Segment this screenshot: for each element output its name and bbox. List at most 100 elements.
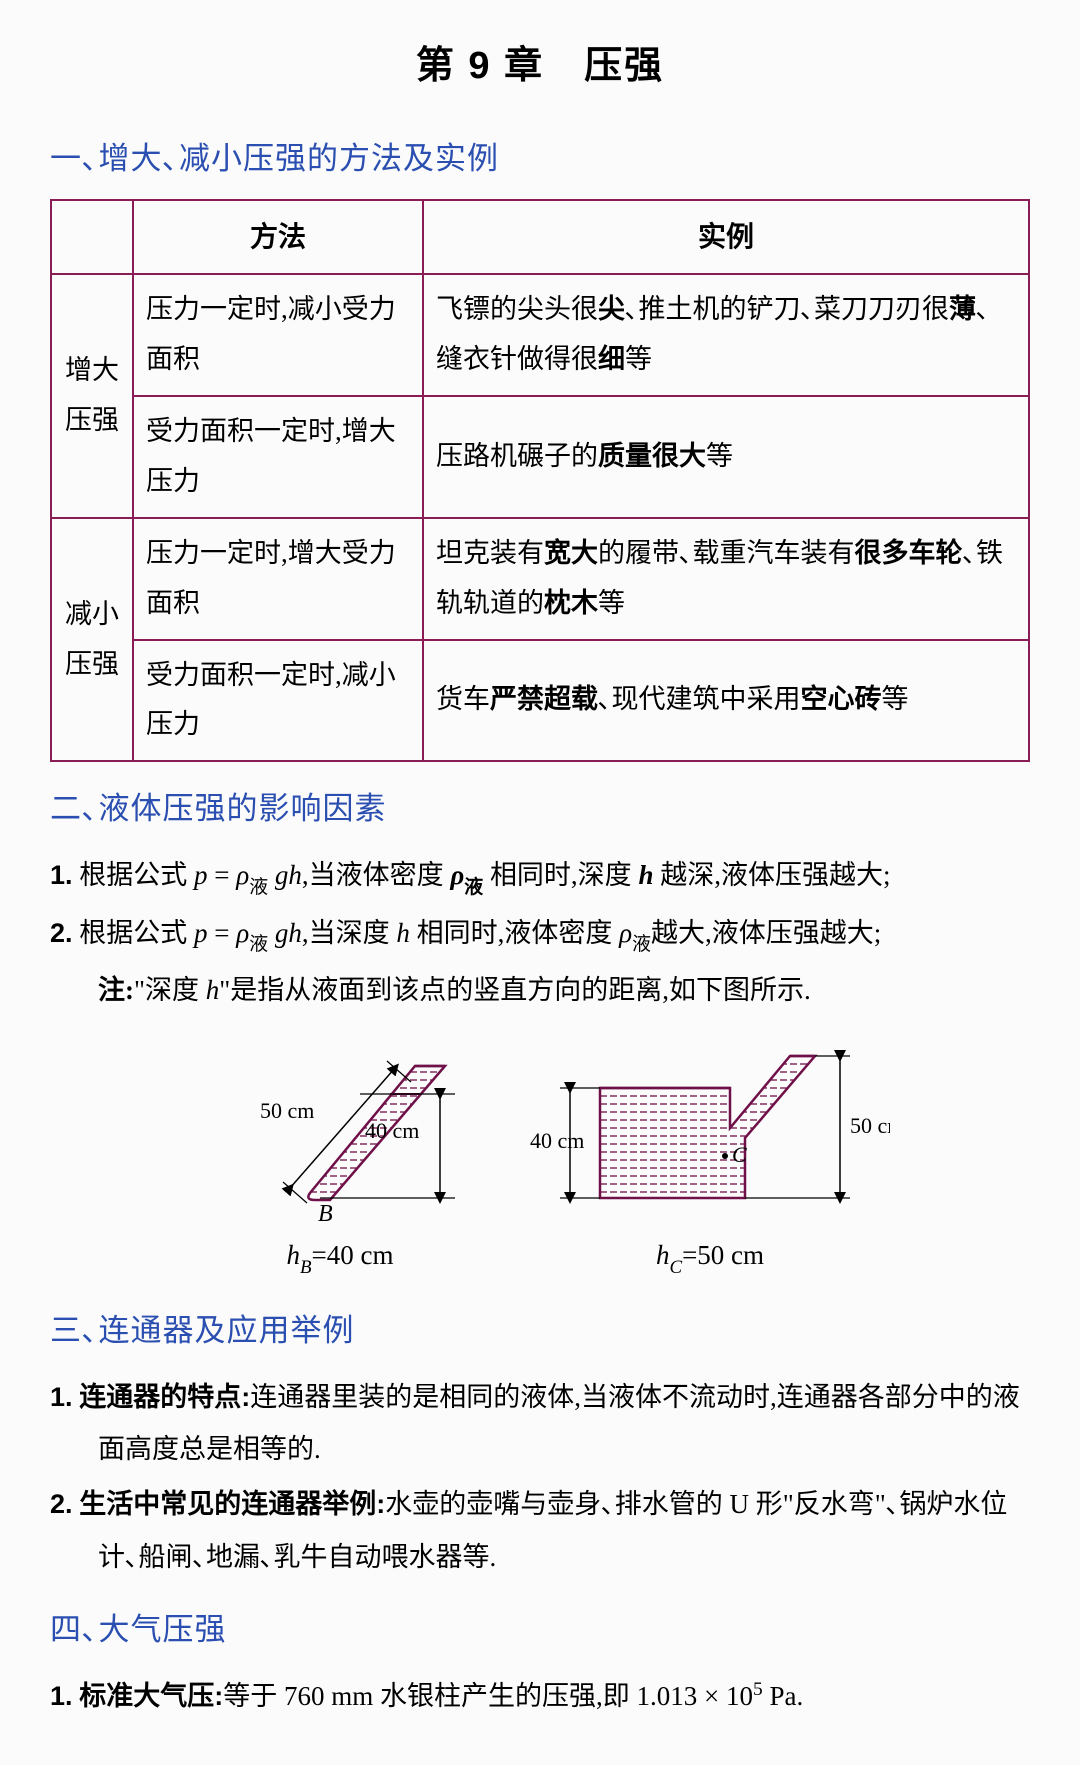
method-cell: 压力一定时,减小受力面积 bbox=[133, 274, 423, 396]
section-2-heading: 二､液体压强的影响因素 bbox=[50, 780, 1030, 839]
item-lead: 生活中常见的连通器举例: bbox=[79, 1489, 385, 1519]
section-3-item-2: 2. 生活中常见的连通器举例:水壶的壶嘴与壶身､排水管的 U 形"反水弯"､锅炉… bbox=[50, 1478, 1030, 1583]
item-number: 2. bbox=[50, 1489, 73, 1519]
figure-row: 50 cm 40 cm B hB=40 cm C bbox=[50, 1028, 1030, 1283]
figure-b: 50 cm 40 cm B hB=40 cm bbox=[190, 1028, 490, 1283]
var-g: g bbox=[275, 918, 289, 948]
text: 相同时,液体密度 bbox=[410, 918, 619, 948]
bold-text: 细 bbox=[598, 344, 625, 374]
bold-text: 很多车轮 bbox=[855, 538, 963, 568]
figure-b-svg: 50 cm 40 cm B bbox=[190, 1028, 490, 1228]
example-cell: 压路机碾子的质量很大等 bbox=[423, 396, 1029, 518]
example-cell: 飞镖的尖头很尖､推土机的铲刀､菜刀刀刃很薄､缝衣针做得很细等 bbox=[423, 274, 1029, 396]
eq: = bbox=[208, 860, 237, 890]
bold-text: 尖 bbox=[598, 294, 625, 324]
item-number: 1. bbox=[50, 1681, 73, 1711]
table-row: 减小压强 压力一定时,增大受力面积 坦克装有宽大的履带､载重汽车装有很多车轮､铁… bbox=[51, 518, 1029, 640]
text: 根据公式 bbox=[79, 918, 194, 948]
bold-text: 枕木 bbox=[544, 588, 598, 618]
svg-text:40 cm: 40 cm bbox=[365, 1118, 419, 1143]
section-1-heading: 一､增大､减小压强的方法及实例 bbox=[50, 130, 1030, 189]
text: 越深,液体压强越大; bbox=[653, 860, 890, 890]
section-3-heading: 三､连通器及应用举例 bbox=[50, 1302, 1030, 1361]
table-row: 受力面积一定时,增大压力 压路机碾子的质量很大等 bbox=[51, 396, 1029, 518]
text: 货车 bbox=[436, 684, 490, 714]
section-2-item-2: 2. 根据公式 p = ρ液 gh,当深度 h 相同时,液体密度 ρ液越大,液体… bbox=[50, 907, 1030, 962]
var-p: p bbox=[194, 918, 208, 948]
section-3-item-1: 1. 连通器的特点:连通器里装的是相同的液体,当液体不流动时,连通器各部分中的液… bbox=[50, 1371, 1030, 1476]
text: ,当深度 bbox=[302, 918, 397, 948]
table-row: 受力面积一定时,减小压力 货车严禁超载､现代建筑中采用空心砖等 bbox=[51, 640, 1029, 762]
example-cell: 货车严禁超载､现代建筑中采用空心砖等 bbox=[423, 640, 1029, 762]
header-blank bbox=[51, 200, 133, 274]
text: 相同时,深度 bbox=[483, 860, 638, 890]
sub-liq: 液 bbox=[632, 934, 651, 955]
methods-table: 方法 实例 增大压强 压力一定时,减小受力面积 飞镖的尖头很尖､推土机的铲刀､菜… bbox=[50, 199, 1030, 762]
bold-text: 质量很大 bbox=[598, 441, 706, 471]
method-cell: 受力面积一定时,减小压力 bbox=[133, 640, 423, 762]
text: 根据公式 bbox=[79, 860, 194, 890]
table-header-row: 方法 实例 bbox=[51, 200, 1029, 274]
text: 的履带､载重汽车装有 bbox=[598, 538, 855, 568]
method-cell: 压力一定时,增大受力面积 bbox=[133, 518, 423, 640]
chapter-title: 第 9 章 压强 bbox=[50, 30, 1030, 102]
text: ､推土机的铲刀､菜刀刀刃很 bbox=[625, 294, 949, 324]
bold-text: 薄 bbox=[949, 294, 976, 324]
var-rho: ρ bbox=[236, 918, 249, 948]
bold-text: 宽大 bbox=[544, 538, 598, 568]
var-h: h bbox=[288, 918, 302, 948]
text: 等 bbox=[598, 588, 625, 618]
header-method: 方法 bbox=[133, 200, 423, 274]
item-lead: 连通器的特点: bbox=[79, 1382, 250, 1412]
superscript: 5 bbox=[753, 1679, 763, 1700]
header-example: 实例 bbox=[423, 200, 1029, 274]
section-2-note: 注:"深度 h"是指从液面到该点的竖直方向的距离,如下图所示. bbox=[50, 964, 1030, 1017]
method-cell: 受力面积一定时,增大压力 bbox=[133, 396, 423, 518]
svg-text:40 cm: 40 cm bbox=[530, 1128, 584, 1153]
svg-text:50 cm: 50 cm bbox=[850, 1113, 890, 1138]
section-2-item-1: 1. 根据公式 p = ρ液 gh,当液体密度 ρ液 相同时,深度 h 越深,液… bbox=[50, 849, 1030, 904]
section-4-heading: 四､大气压强 bbox=[50, 1601, 1030, 1660]
var-h: h bbox=[396, 918, 410, 948]
sub-liq: 液 bbox=[249, 877, 268, 898]
text: Pa. bbox=[763, 1681, 804, 1711]
row-label-increase: 增大压强 bbox=[51, 274, 133, 518]
var-h-bold: h bbox=[638, 860, 653, 890]
row-label-decrease: 减小压强 bbox=[51, 518, 133, 762]
text: 坦克装有 bbox=[436, 538, 544, 568]
item-number: 1. bbox=[50, 1382, 73, 1412]
figure-b-caption: hB=40 cm bbox=[190, 1230, 490, 1283]
table-row: 增大压强 压力一定时,减小受力面积 飞镖的尖头很尖､推土机的铲刀､菜刀刀刃很薄､… bbox=[51, 274, 1029, 396]
text: 等于 760 mm 水银柱产生的压强,即 1.013 × 10 bbox=[223, 1681, 753, 1711]
text: ､现代建筑中采用 bbox=[598, 684, 801, 714]
figure-c-svg: C 40 cm 50 cm bbox=[530, 1028, 890, 1228]
eq: = bbox=[208, 918, 237, 948]
svg-text:C: C bbox=[732, 1142, 747, 1167]
var-g: g bbox=[275, 860, 289, 890]
text: "深度 bbox=[134, 975, 206, 1005]
text: 飞镖的尖头很 bbox=[436, 294, 598, 324]
var-rho-bold: ρ bbox=[450, 860, 464, 890]
svg-text:50 cm: 50 cm bbox=[260, 1098, 314, 1123]
note-lead: 注: bbox=[98, 975, 134, 1005]
var-h: h bbox=[206, 975, 220, 1005]
var-p: p bbox=[194, 860, 208, 890]
svg-text:B: B bbox=[318, 1201, 333, 1227]
var-rho: ρ bbox=[619, 918, 632, 948]
section-4-item-1: 1. 标准大气压:等于 760 mm 水银柱产生的压强,即 1.013 × 10… bbox=[50, 1670, 1030, 1723]
text: 等 bbox=[706, 441, 733, 471]
item-lead: 标准大气压: bbox=[79, 1681, 223, 1711]
figure-c-caption: hC=50 cm bbox=[530, 1230, 890, 1283]
text: 等 bbox=[625, 344, 652, 374]
item-number: 2. bbox=[50, 918, 73, 948]
figure-c: C 40 cm 50 cm hC=50 cm bbox=[530, 1028, 890, 1283]
text: "是指从液面到该点的竖直方向的距离,如下图所示. bbox=[219, 975, 811, 1005]
sub-liq: 液 bbox=[249, 934, 268, 955]
text: 越大,液体压强越大; bbox=[651, 918, 881, 948]
text: 压路机碾子的 bbox=[436, 441, 598, 471]
example-cell: 坦克装有宽大的履带､载重汽车装有很多车轮､铁轨轨道的枕木等 bbox=[423, 518, 1029, 640]
item-number: 1. bbox=[50, 860, 73, 890]
text: 等 bbox=[882, 684, 909, 714]
sub-liq-bold: 液 bbox=[464, 877, 483, 898]
var-h: h bbox=[288, 860, 302, 890]
